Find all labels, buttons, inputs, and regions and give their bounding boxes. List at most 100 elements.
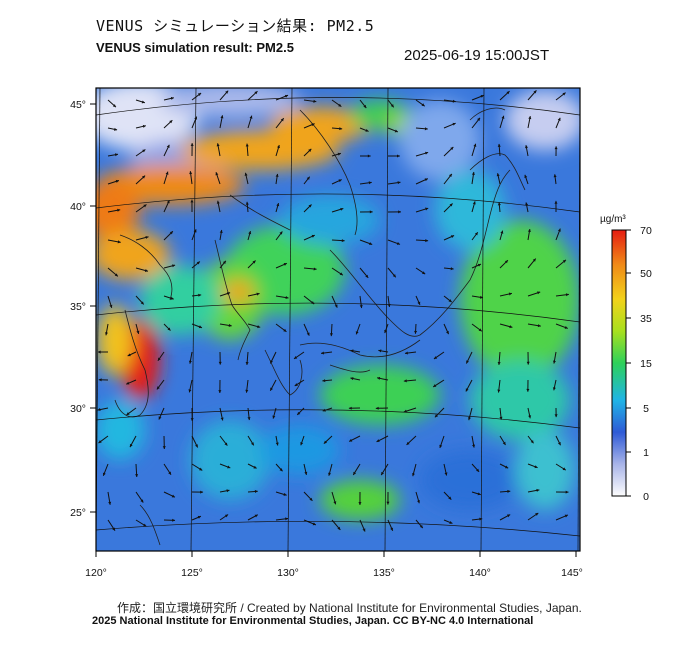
wind-arrow-head [117, 240, 121, 244]
wind-arrow-head [406, 441, 410, 445]
wind-arrow-head [532, 258, 536, 262]
wind-arrow-head [167, 327, 171, 331]
wind-arrow-head [421, 103, 425, 107]
wind-arrow-head [472, 201, 476, 205]
wind-arrow-head [471, 172, 475, 176]
wind-arrow-head [165, 171, 169, 175]
wind-arrow-head [500, 230, 504, 234]
wind-arrow-head [417, 500, 420, 504]
wind-arrow-head [279, 231, 283, 235]
wind-arrow-head [449, 520, 453, 524]
wind-arrow-head [477, 263, 481, 267]
lon-label: 120° [85, 567, 107, 579]
colorbar-tick-label: 70 [640, 225, 652, 237]
wind-arrow-head [396, 242, 401, 245]
wind-arrow-head [285, 296, 289, 300]
map-title-japanese: VENUS シミュレーション結果: PM2.5 [96, 17, 375, 35]
wind-arrow-head [127, 353, 131, 357]
wind-arrow-head [472, 444, 476, 448]
wind-arrow-head [313, 267, 317, 271]
wind-arrow-head [97, 350, 101, 354]
wind-arrow-head [525, 202, 529, 206]
wind-arrow-head [200, 490, 204, 494]
wind-arrow-head [224, 442, 228, 446]
wind-arrow-head [424, 178, 428, 182]
wind-arrow-head [337, 526, 341, 530]
wind-arrow-head [552, 387, 556, 391]
wind-arrow-head [129, 443, 133, 448]
wind-arrow-head [300, 442, 304, 446]
wind-arrow-head [216, 143, 220, 147]
wind-arrow-head [321, 351, 325, 355]
wind-arrow-head [562, 259, 566, 263]
wind-arrow-head [225, 90, 229, 94]
wind-arrow-head [126, 381, 130, 385]
wind-arrow-head [224, 514, 229, 518]
wind-arrow-head [162, 446, 166, 449]
wind-arrow-head [166, 200, 170, 204]
wind-arrow-head [226, 292, 231, 295]
wind-arrow-head [285, 517, 289, 521]
latitude-labels: 45° 40° 35° 30° 25° [70, 99, 86, 519]
wind-arrow-head [504, 260, 508, 264]
colorbar-tick-label: 50 [640, 268, 652, 280]
colorbar-unit: µg/m³ [600, 214, 626, 225]
wind-arrow-head [467, 417, 471, 421]
wind-arrow-head [114, 273, 118, 277]
wind-arrow-head [358, 502, 362, 505]
wind-arrow-head [433, 384, 437, 387]
wind-arrow-head [143, 523, 147, 527]
wind-arrow-head [284, 94, 289, 98]
wind-arrow-head [434, 414, 438, 418]
wind-arrow-head [381, 471, 384, 476]
wind-arrow-head [425, 239, 429, 243]
wind-arrow-head [306, 176, 310, 180]
wind-arrow-head [252, 260, 256, 264]
wind-arrow-head [144, 269, 148, 273]
wind-arrow-head [275, 442, 279, 446]
lon-label: 125° [181, 567, 203, 579]
wind-arrow-head [534, 465, 538, 469]
axis-ticks [90, 103, 577, 557]
wind-arrow-head [507, 489, 511, 493]
wind-arrow-head [506, 91, 510, 95]
wind-arrow-head [508, 292, 512, 296]
wind-arrow-head [220, 115, 224, 119]
wind-arrow-head [350, 377, 354, 381]
wind-arrow-head [141, 100, 145, 104]
wind-arrow-head [526, 388, 530, 392]
wind-arrow-head [557, 228, 561, 232]
wind-arrow-head [562, 92, 566, 96]
wind-arrow-head [476, 468, 480, 472]
wind-arrow-head [526, 361, 530, 365]
wind-arrow-head [114, 153, 119, 157]
wind-arrow-head [156, 386, 160, 390]
wind-arrow-head [227, 465, 231, 469]
wind-arrow-head [199, 467, 203, 471]
wind-arrow-head [170, 96, 174, 100]
wind-arrow-head [245, 362, 249, 365]
wind-arrow-head [188, 389, 192, 393]
wind-arrow-head [387, 303, 391, 307]
wind-arrow-head [338, 179, 342, 183]
wind-arrow-head [497, 202, 501, 206]
wind-arrow-head [450, 267, 454, 271]
lon-label: 130° [277, 567, 299, 579]
wind-arrow-head [145, 235, 149, 239]
wind-arrow-head [452, 99, 456, 103]
wind-arrow-head [369, 242, 373, 245]
wind-arrow-head [256, 292, 260, 296]
wind-arrow-head [524, 145, 529, 149]
wind-arrow-head [479, 295, 483, 299]
wind-arrow-head [341, 239, 345, 243]
wind-arrow-head [272, 415, 276, 419]
wind-arrow-head [254, 489, 258, 493]
wind-arrow-head [378, 349, 382, 353]
colorbar-tick-label: 35 [640, 313, 652, 325]
wind-arrow-head [250, 442, 254, 446]
wind-arrow-head [166, 144, 170, 148]
wind-arrow-head [565, 490, 569, 494]
lon-label: 140° [469, 567, 491, 579]
wind-arrow-head [557, 117, 561, 121]
wind-arrow-head [530, 440, 534, 444]
